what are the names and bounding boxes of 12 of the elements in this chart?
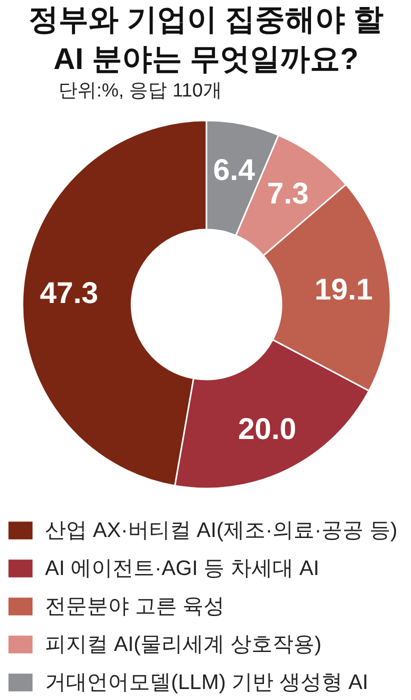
data-label: 7.3 [267, 178, 309, 211]
legend-label: AI 에이전트·AGI 등 차세대 AI [45, 556, 320, 582]
data-label: 47.3 [40, 277, 98, 310]
data-label: 20.0 [238, 412, 296, 446]
chart-subtitle: 단위:%, 응답 110개 [58, 80, 222, 102]
legend-label: 전문분야 고른 육성 [45, 594, 225, 620]
chart-title: 정부와 기업이 집중해야 할 AI 분야는 무엇일까요? [28, 4, 384, 76]
legend-label: 산업 AX·버티컬 AI(제조·의료·공공 등) [45, 518, 398, 544]
data-label: 6.4 [213, 154, 256, 187]
data-label: 19.1 [314, 274, 373, 307]
legend-label: 피지컬 AI(물리세계 상호작용) [45, 632, 322, 658]
legend-label: 거대언어모델(LLM) 기반 생성형 AI [45, 670, 368, 696]
